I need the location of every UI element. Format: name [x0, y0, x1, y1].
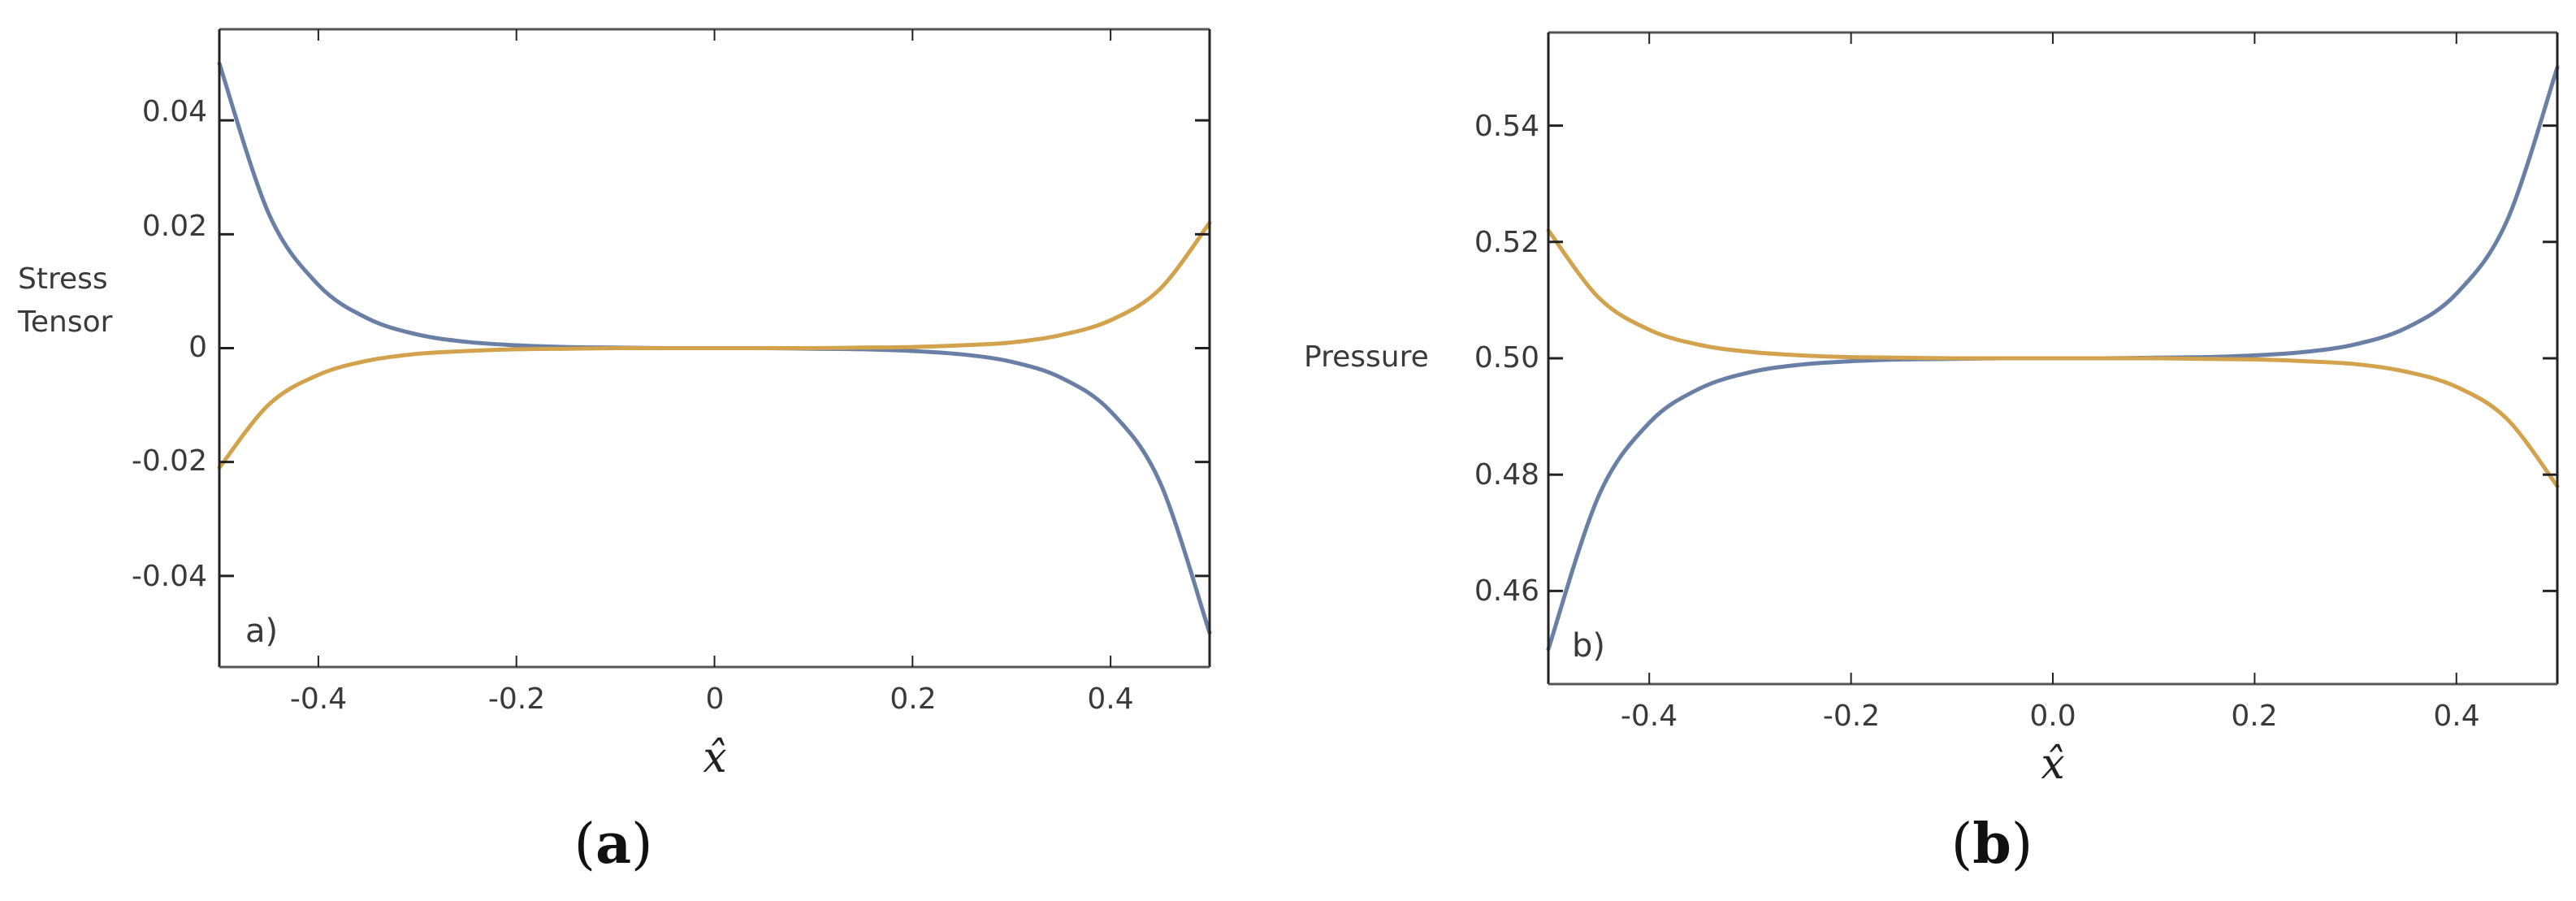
panel-b-ytick-label: 0.50: [1474, 341, 1539, 375]
panel-b-tag: b): [1572, 627, 1605, 665]
panel-b-xtick-label: 0.0: [2029, 700, 2076, 733]
panel-a-xtick-label: 0: [706, 682, 725, 716]
panel-b-xtick-label: -0.2: [1823, 700, 1880, 733]
panel-a-ytick-label: 0.04: [142, 95, 207, 128]
panel-a-caption: (a): [574, 812, 652, 877]
panel-a-xlabel: x̂: [703, 734, 726, 782]
panel-b-ylabel: Pressure: [1304, 340, 1429, 374]
panel-a-tag: a): [245, 613, 278, 650]
panel-a-curves: [217, 61, 1212, 635]
panel-b-xtick-label: -0.4: [1621, 700, 1678, 733]
panel-a-stress-tensor-chart: 0.04 0.02 0 -0.02 -0.04 -0.4 -0.2 0 0.2 …: [17, 28, 1212, 877]
panel-a-xtick-label: 0.4: [1087, 682, 1133, 716]
panel-a-ylabel-line2: Tensor: [17, 305, 113, 339]
panel-b-ytick-label: 0.46: [1474, 574, 1539, 608]
series-line-orange: [217, 220, 1212, 470]
panel-a-ytick-label: -0.02: [132, 444, 207, 478]
panel-b-caption: (b): [1951, 812, 2033, 877]
panel-b-ytick-label: 0.54: [1474, 110, 1539, 143]
panel-b-ticks: [1548, 32, 2557, 684]
panel-b-ytick-label: 0.48: [1474, 458, 1539, 492]
panel-b-curves: [1546, 65, 2560, 652]
panel-b-xtick-label: 0.4: [2433, 700, 2479, 733]
panel-a-ytick-label: -0.04: [132, 560, 207, 593]
panel-b-xtick-label: 0.2: [2231, 700, 2277, 733]
panel-b-pressure-chart: 0.54 0.52 0.50 0.48 0.46 -0.4 -0.2 0.0 0…: [1304, 31, 2560, 877]
panel-a-ticks: [219, 29, 1210, 667]
panel-a-ytick-label: 0.02: [142, 210, 207, 243]
panel-a-xtick-label: -0.4: [290, 682, 347, 716]
panel-a-ytick-label: 0: [188, 331, 207, 364]
series-line-orange: [1546, 228, 2560, 488]
panel-a-ylabel-line1: Stress: [18, 262, 108, 296]
panel-b-xlabel: x̂: [2041, 740, 2064, 789]
panel-a-xtick-label: -0.2: [488, 682, 545, 716]
panel-b-ytick-label: 0.52: [1474, 226, 1539, 259]
panel-a-xtick-label: 0.2: [890, 682, 936, 716]
